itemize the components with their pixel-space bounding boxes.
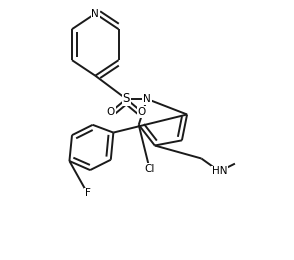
Text: N: N — [143, 94, 151, 104]
Text: S: S — [123, 93, 130, 106]
Text: O: O — [138, 107, 146, 117]
Text: O: O — [107, 107, 115, 117]
Text: Cl: Cl — [144, 164, 155, 174]
Text: HN: HN — [212, 166, 227, 176]
Text: F: F — [85, 188, 91, 198]
Text: N: N — [91, 9, 99, 19]
